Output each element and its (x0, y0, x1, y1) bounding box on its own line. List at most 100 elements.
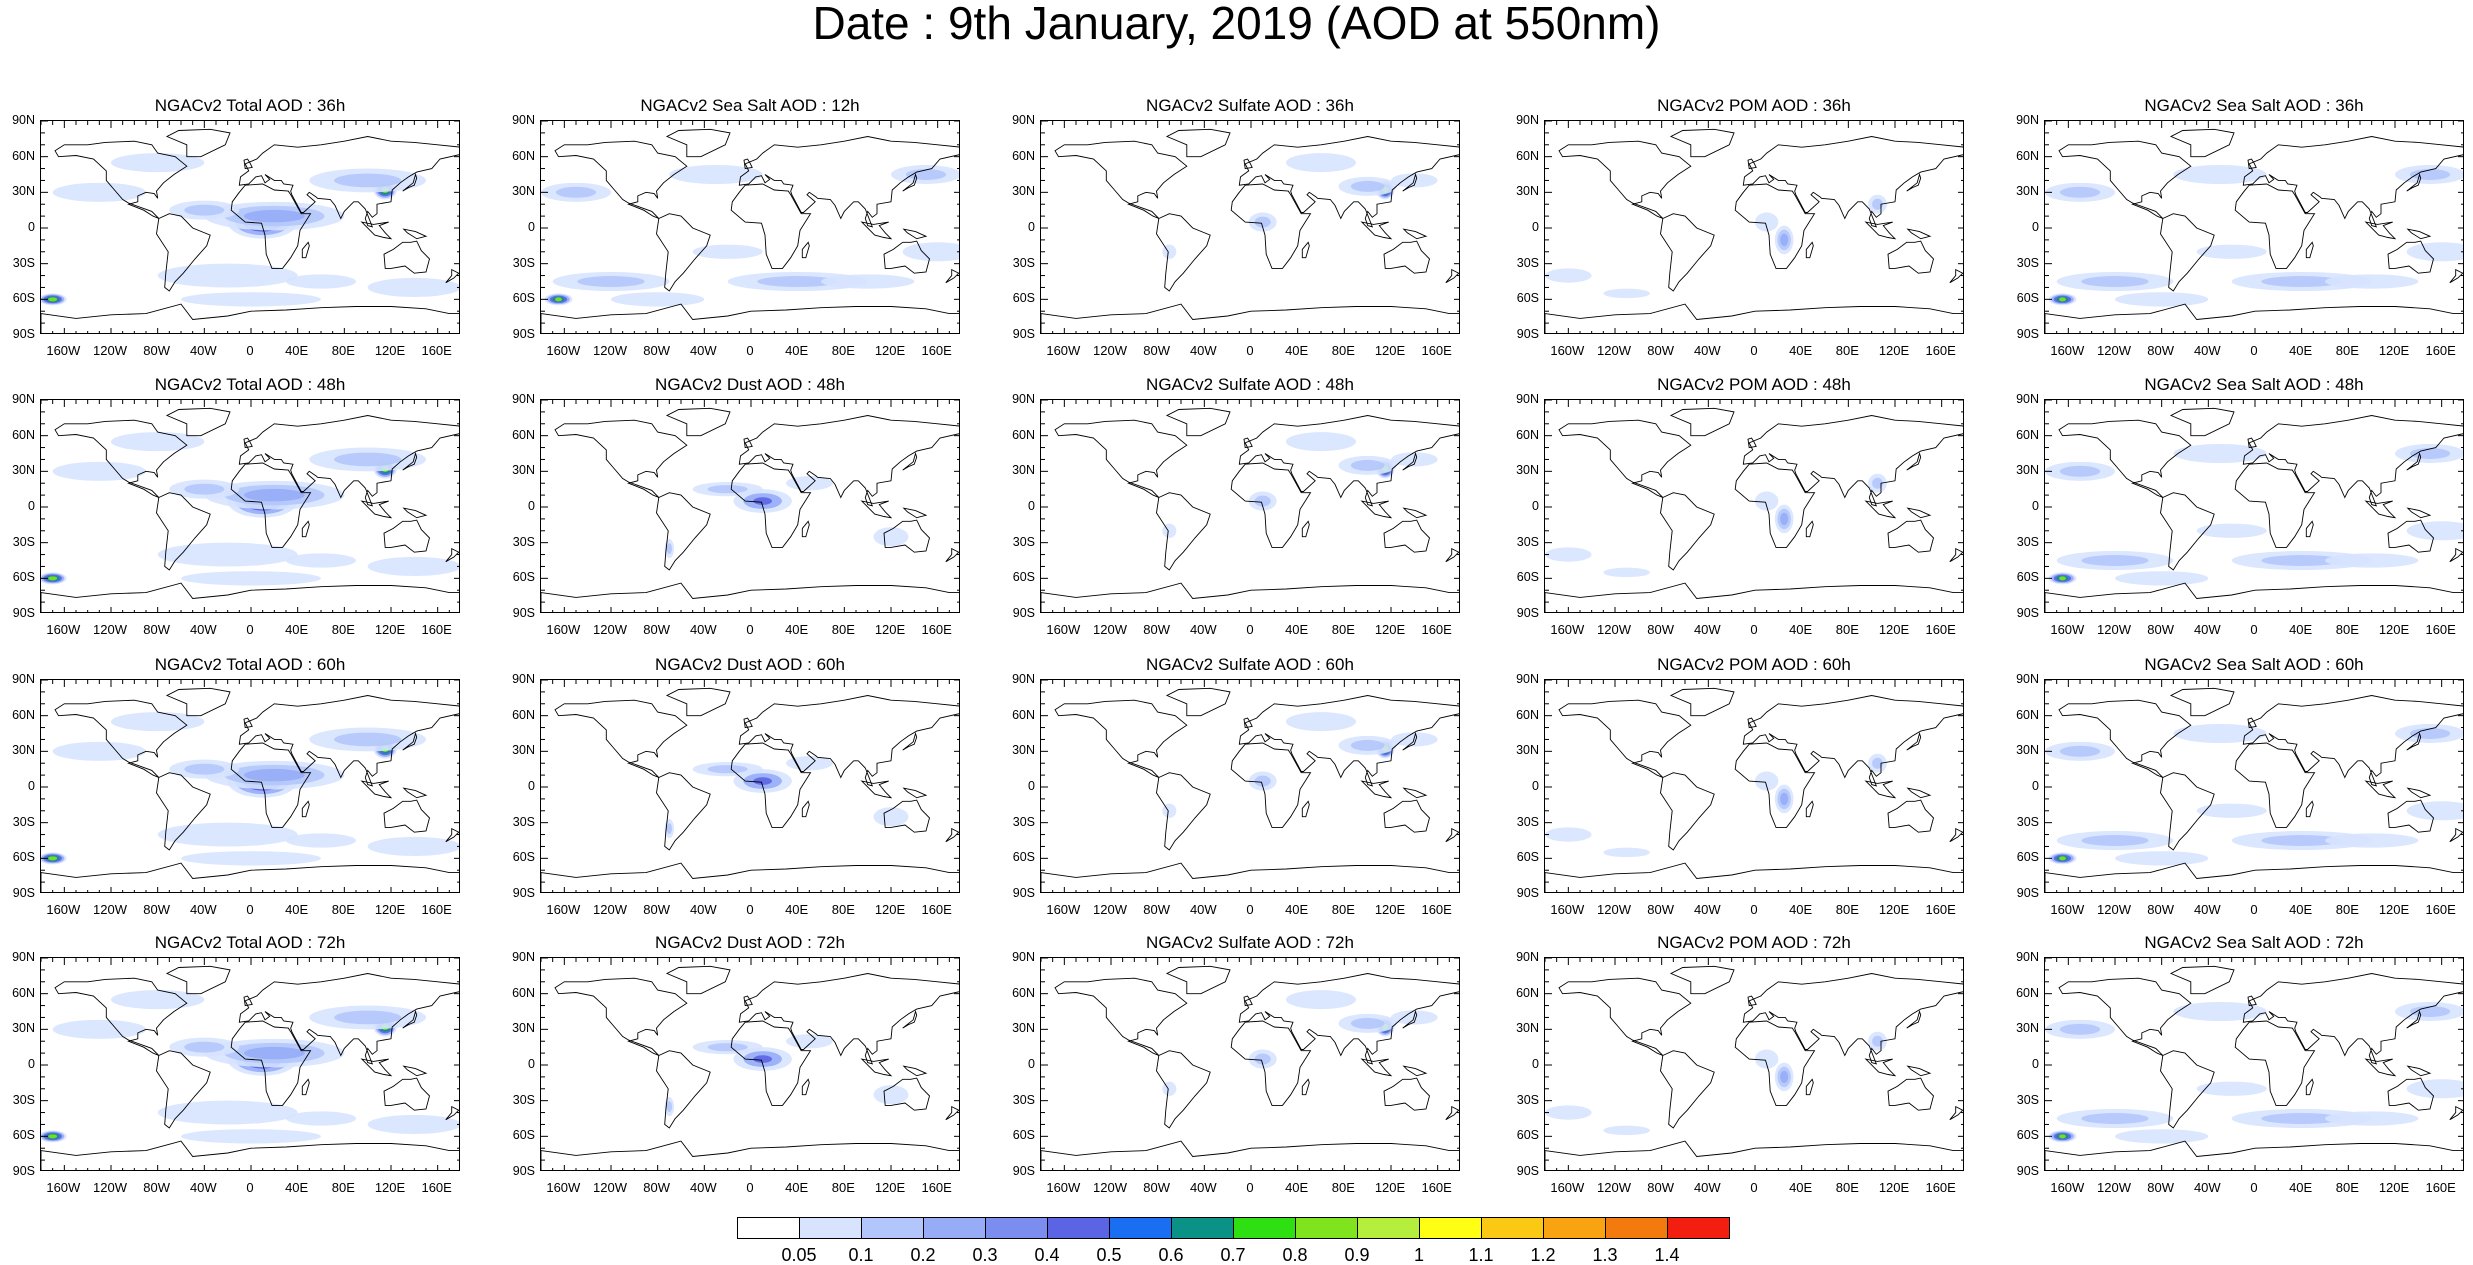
coastlines (541, 687, 959, 892)
coastline (1805, 800, 1814, 818)
lat-tick-label: 0 (2032, 779, 2039, 793)
colorbar-label: 0.8 (1282, 1245, 1308, 1265)
aod-contour (367, 836, 459, 856)
aod-contour (2406, 242, 2463, 262)
lat-tick-label: 60N (12, 427, 35, 442)
coastline (54, 419, 188, 498)
lon-tick-label: 40W (1693, 622, 1721, 637)
lat-tick-label: 60S (1012, 1128, 1035, 1143)
aod-contour (1755, 212, 1779, 232)
coastline (665, 965, 731, 995)
aod-contour (2059, 186, 2101, 198)
coastline (360, 780, 393, 799)
lon-tick-label: 0 (246, 622, 254, 637)
lat-tick-label: 60N (1012, 427, 1035, 442)
coastline (1402, 1065, 1428, 1077)
lat-tick-label: 30S (12, 255, 35, 270)
lat-tick-label: 0 (1532, 779, 1539, 793)
coastline (1402, 787, 1428, 799)
coastlines (41, 128, 459, 333)
aod-contour (669, 164, 763, 185)
coastline (238, 136, 459, 228)
aerosol-field (2045, 164, 2463, 307)
lon-tick-label: 80E (1331, 902, 1355, 917)
lon-tick-label: 40E (1285, 622, 1309, 637)
aod-contour (1350, 739, 1385, 751)
coastline (1360, 780, 1393, 799)
lat-tick-label: 90S (1516, 886, 1539, 900)
lat-tick-label: 60S (1516, 291, 1539, 306)
map-svg (1041, 680, 1459, 892)
lat-tick-label: 30S (1012, 255, 1035, 270)
lat-tick-label: 0 (1028, 1057, 1035, 1071)
coastline (243, 437, 253, 449)
coastline (1742, 136, 1963, 228)
coastlines (1041, 407, 1459, 612)
aod-contour (2081, 835, 2149, 846)
coastline (1243, 437, 1253, 449)
lat-tick-label: 30N (2016, 1021, 2039, 1036)
aod-contour (2059, 576, 2066, 581)
coastline (1660, 1050, 1715, 1129)
coastline (1805, 1078, 1814, 1096)
coastline (1887, 799, 1935, 833)
lon-tick-label: 80W (643, 902, 671, 917)
map-panel: NGACv2 Dust AOD : 60h 90N 60N 30N 0 30S 60S 90S… (512, 655, 960, 917)
coastlines (1545, 687, 1963, 892)
coastlines (41, 687, 459, 892)
lon-tick-label: 160E (921, 902, 952, 917)
coastline (2234, 1020, 2316, 1106)
lat-tick-label: 90N (12, 392, 35, 406)
aod-contour (1350, 459, 1385, 471)
coastline (402, 731, 418, 751)
lon-tick-label: 160W (1550, 343, 1585, 358)
lat-tick-label: 90S (1516, 606, 1539, 620)
coastline (1734, 183, 1816, 269)
aod-contour (2115, 571, 2209, 586)
lon-tick-label: 0 (1750, 343, 1758, 358)
aod-contour (555, 186, 597, 198)
coastline (1402, 228, 1428, 240)
lon-tick-label: 80E (1331, 343, 1355, 358)
colorbar-label: 1.2 (1530, 1245, 1556, 1265)
lon-tick-label: 40E (785, 343, 809, 358)
coastline (2242, 415, 2463, 507)
lon-tick-label: 40W (2193, 1180, 2221, 1195)
coastline (1669, 407, 1735, 437)
tick-marks (2045, 400, 2463, 612)
aod-contour (334, 173, 402, 188)
lon-tick-label: 80W (1143, 1180, 1171, 1195)
lon-tick-label: 40W (1189, 622, 1217, 637)
coastline (2169, 687, 2235, 717)
world-map (40, 679, 460, 893)
coastline (156, 213, 211, 292)
aod-contour (1603, 847, 1650, 858)
lat-tick-label: 60N (1516, 427, 1539, 442)
lon-tick-label: 40W (2193, 622, 2221, 637)
lat-tick-label: 60S (1516, 570, 1539, 585)
aod-contour (1391, 173, 1438, 188)
world-map (540, 679, 960, 893)
coastline (1402, 731, 1418, 751)
lon-tick-label: 0 (1246, 1180, 1254, 1195)
lon-tick-label: 120E (874, 622, 906, 637)
lat-tick-label: 30S (1012, 1092, 1035, 1107)
lon-tick-label: 80W (643, 1180, 671, 1195)
coastline (2045, 303, 2463, 333)
lat-tick-label: 90S (512, 886, 535, 900)
aod-contour (1254, 216, 1271, 228)
coastline (54, 699, 188, 778)
coastline (1805, 241, 1814, 259)
colorbar-label: 0.1 (848, 1245, 874, 1265)
coastlines (41, 965, 459, 1170)
coastline (1301, 800, 1310, 818)
lat-tick-label: 60S (512, 1128, 535, 1143)
coastline (902, 507, 928, 519)
coastline (1230, 1020, 1312, 1106)
lon-tick-label: 40W (189, 343, 217, 358)
lat-tick-label: 0 (1532, 499, 1539, 513)
lon-tick-label: 80E (1835, 1180, 1859, 1195)
lon-tick-label: 160W (546, 1180, 581, 1195)
aod-contour (48, 856, 58, 861)
panel-title: NGACv2 Dust AOD : 72h (655, 933, 845, 952)
